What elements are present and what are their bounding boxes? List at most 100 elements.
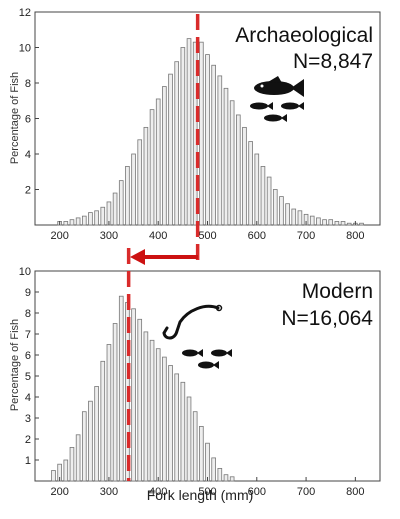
histogram-bar — [180, 47, 186, 226]
histogram-bar — [285, 203, 290, 226]
histogram-bar — [248, 141, 253, 226]
y-tick-label: 4 — [25, 392, 31, 404]
histogram-bar — [297, 210, 303, 226]
x-tick-label: 800 — [346, 486, 364, 498]
sample-size: N=16,064 — [281, 307, 373, 330]
histogram-bar — [291, 208, 297, 226]
histogram-bar — [266, 176, 272, 226]
histogram-bar — [340, 221, 346, 226]
x-axis-ticks: 200 300 400 500 600 700 800 — [50, 221, 365, 242]
histogram-bar — [112, 323, 118, 482]
histogram-bar — [51, 470, 56, 482]
histogram-bar — [131, 153, 136, 226]
histogram-bar — [186, 396, 192, 482]
histogram-bar — [100, 360, 106, 482]
histogram-bar — [81, 215, 87, 226]
x-tick-label: 700 — [297, 486, 315, 498]
histogram-bar — [174, 61, 180, 226]
y-tick-label: 6 — [25, 350, 31, 362]
x-tick-label: 400 — [149, 486, 167, 498]
x-tick-label: 600 — [248, 230, 266, 242]
histogram-bar — [199, 425, 204, 482]
histogram-bar — [316, 217, 321, 226]
histogram-bar — [155, 98, 161, 226]
histogram-bar — [137, 318, 143, 482]
histogram-bar — [75, 434, 81, 482]
fish-school-icon — [182, 349, 232, 369]
histogram-bar — [229, 100, 235, 226]
histogram-bar — [125, 166, 130, 226]
y-tick-label: 8 — [25, 308, 31, 320]
y-tick-label: 3 — [25, 413, 31, 425]
histogram-bar — [162, 356, 167, 482]
histogram-bar — [63, 459, 69, 482]
histogram-bar — [94, 210, 99, 226]
histogram-bar — [260, 166, 266, 226]
x-tick-label: 200 — [50, 230, 68, 242]
histogram-bar — [75, 217, 81, 226]
histogram-bar — [162, 86, 167, 226]
archaeological-panel: 2 4 6 8 10 12 200 300 400 500 600 700 800 Percentag… — [9, 7, 381, 264]
y-tick-label: 10 — [19, 266, 31, 278]
y-axis-label: Percentage of Fish — [9, 72, 21, 164]
fish-school-icon — [250, 102, 304, 122]
histogram-bar — [94, 386, 99, 482]
histogram-bars — [51, 295, 235, 482]
histogram-bar — [143, 331, 149, 482]
histogram-bar — [118, 180, 124, 226]
y-tick-label: 2 — [25, 434, 31, 446]
histogram-bar — [63, 221, 69, 226]
histogram-bar — [254, 153, 260, 226]
modern-panel: 1 2 3 4 5 6 7 8 9 10 200 300 400 500 600 700 800 Percen… — [9, 248, 381, 503]
x-tick-label: 800 — [346, 230, 364, 242]
histogram-bar — [69, 446, 75, 482]
histogram-bar — [155, 348, 161, 482]
histogram-bar — [229, 476, 235, 482]
x-tick-label: 300 — [100, 230, 118, 242]
histogram-bar — [180, 381, 186, 482]
y-axis-label: Percentage of Fish — [9, 319, 21, 411]
histogram-bar — [149, 339, 155, 482]
y-tick-label: 6 — [25, 114, 31, 126]
histogram-bar — [346, 222, 352, 226]
fishhook-icon — [162, 304, 223, 340]
y-tick-label: 2 — [25, 185, 31, 197]
histogram-bar — [143, 126, 149, 226]
y-tick-label: 7 — [25, 329, 31, 341]
histogram-bar — [328, 219, 334, 226]
y-axis-ticks: 2 4 6 8 10 12 — [19, 7, 39, 197]
x-tick-label: 200 — [50, 486, 68, 498]
y-tick-label: 1 — [25, 455, 31, 467]
histogram-bar — [118, 295, 124, 482]
histogram-bar — [168, 73, 173, 226]
histogram-bar — [279, 196, 284, 226]
x-tick-label: 500 — [198, 486, 216, 498]
histogram-bar — [205, 442, 210, 482]
y-tick-label: 9 — [25, 287, 31, 299]
histogram-bar — [309, 215, 315, 226]
x-tick-label: 600 — [248, 486, 266, 498]
x-tick-label: 700 — [297, 230, 315, 242]
histogram-bar — [112, 192, 118, 226]
histogram-bar — [131, 308, 136, 482]
y-tick-label: 5 — [25, 371, 31, 383]
shift-arrow — [130, 249, 198, 265]
histogram-bar — [100, 206, 106, 226]
y-tick-label: 10 — [19, 43, 31, 55]
histogram-bar — [242, 126, 247, 226]
histogram-bar — [88, 400, 93, 482]
x-tick-label: 500 — [198, 230, 216, 242]
histogram-bar — [211, 457, 216, 482]
y-tick-label: 4 — [25, 149, 31, 161]
histogram-bar — [137, 139, 143, 226]
fish-icon — [254, 76, 304, 97]
x-axis-ticks: 200 300 400 500 600 700 800 — [50, 477, 365, 498]
x-axis-label: Fork length (mm) — [147, 487, 254, 503]
histogram-bar — [217, 467, 223, 482]
histogram-bar — [334, 221, 340, 226]
histogram-bar — [235, 114, 241, 226]
histogram-bar — [149, 109, 155, 226]
histogram-bar — [199, 41, 204, 226]
histogram-bar — [186, 38, 192, 226]
